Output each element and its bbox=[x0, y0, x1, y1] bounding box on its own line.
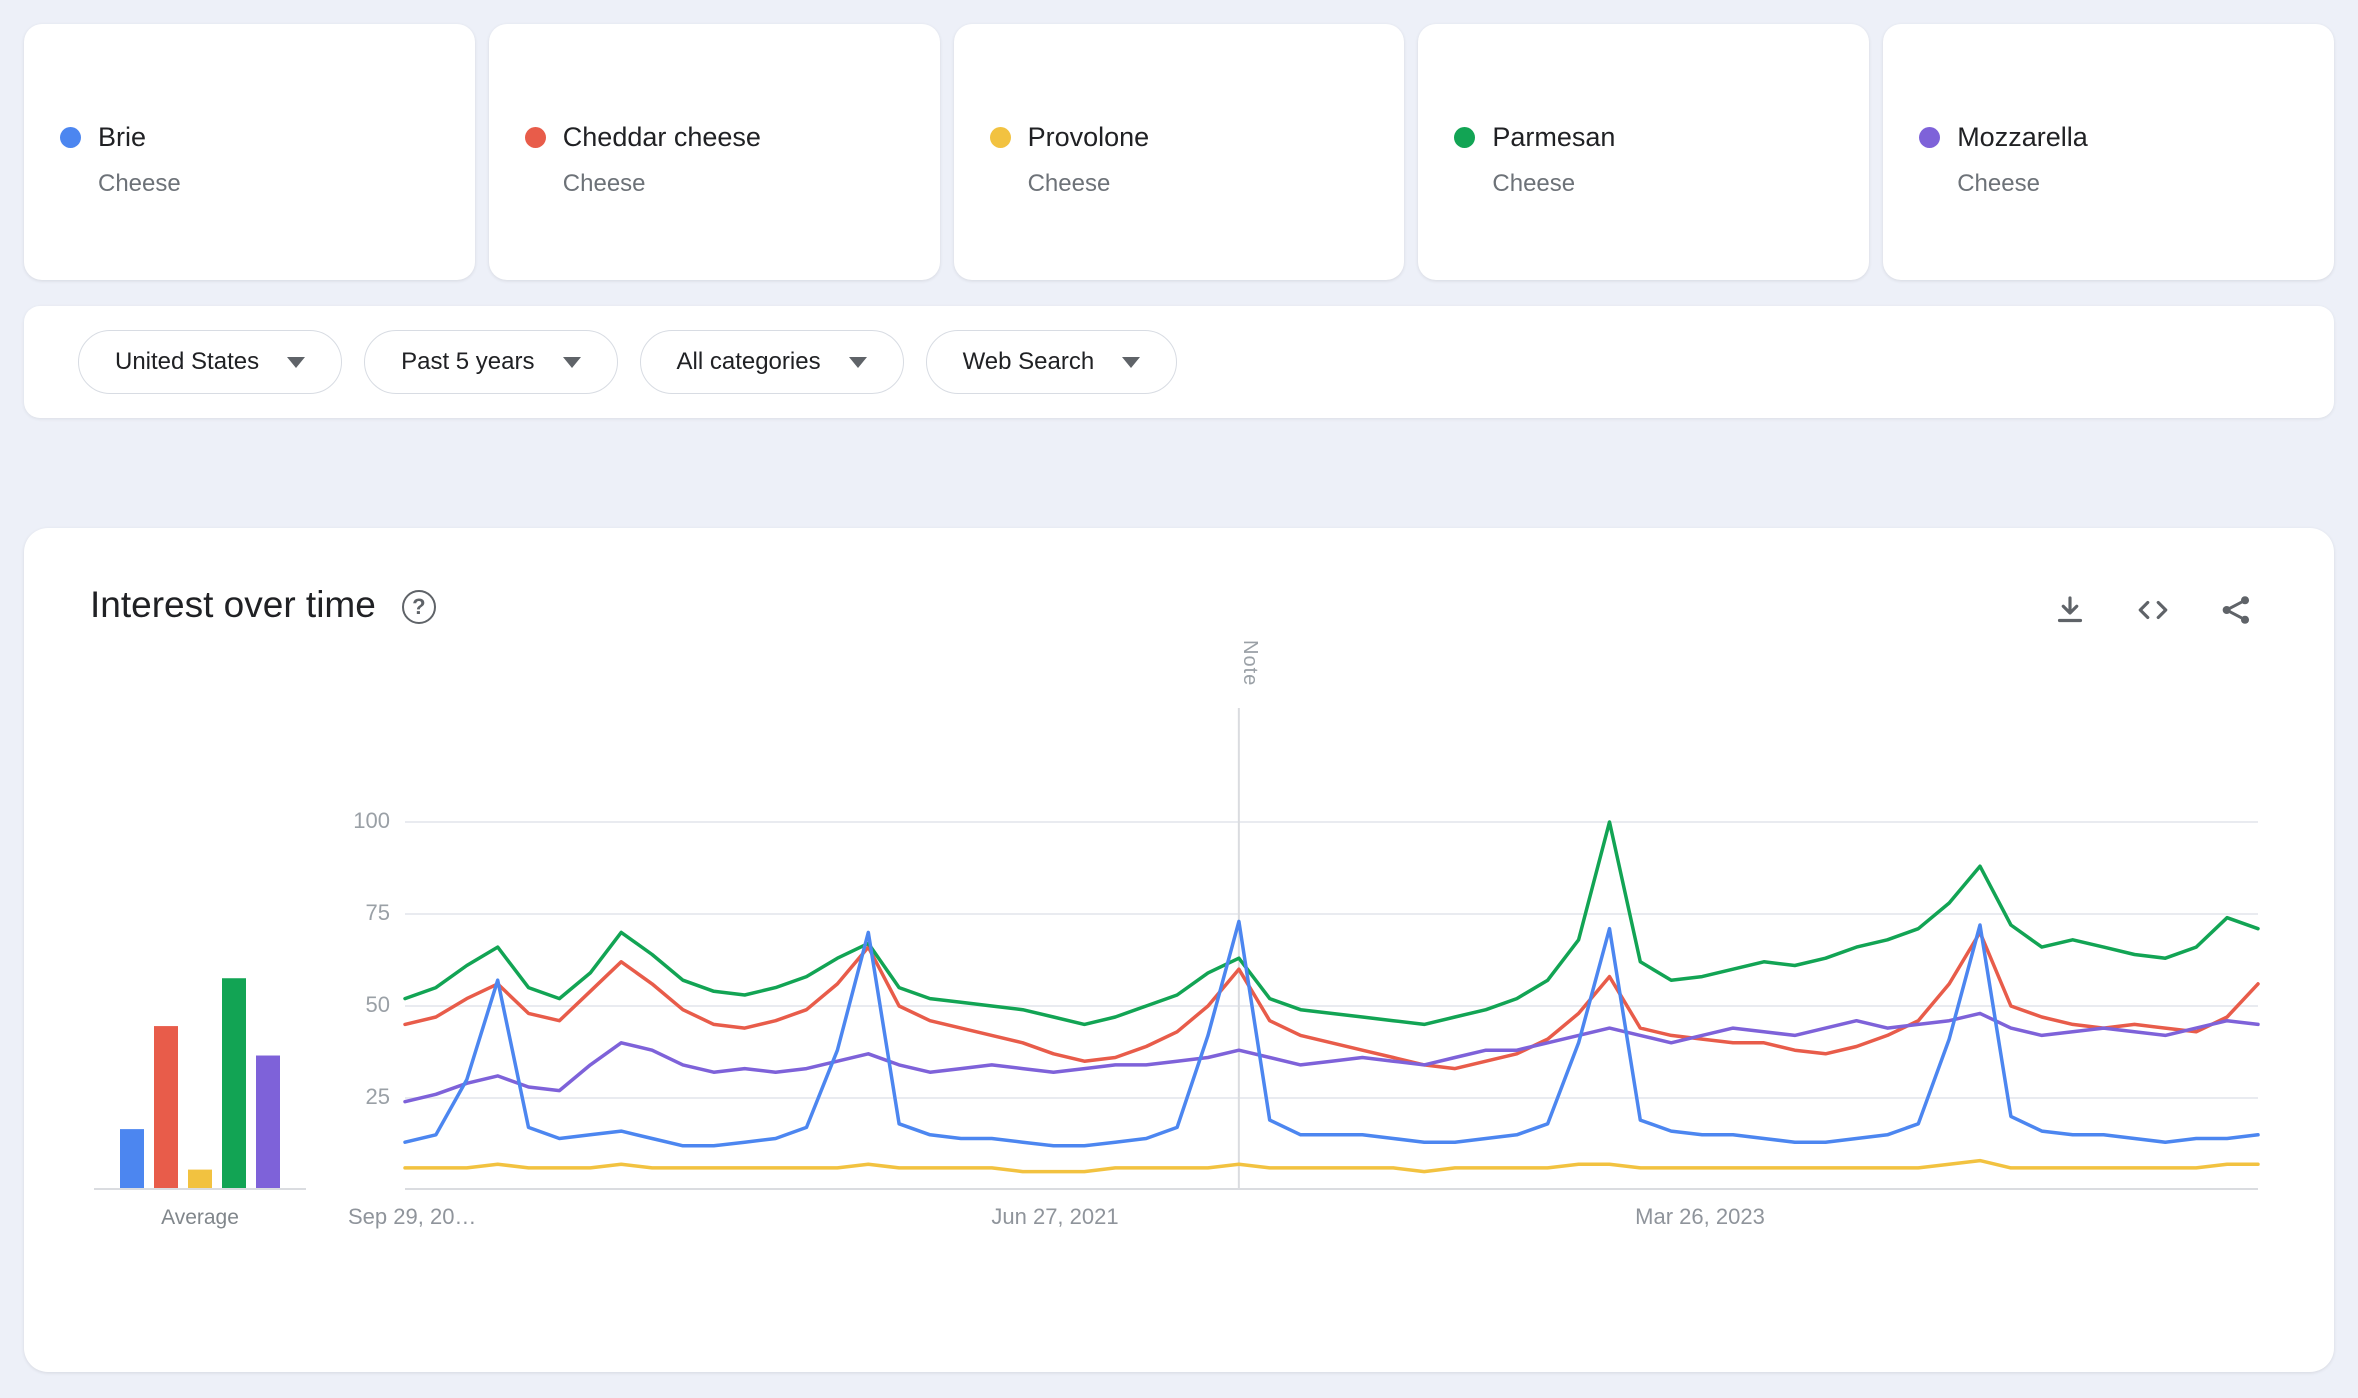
term-subtitle: Cheese bbox=[1492, 170, 1576, 197]
x-tick-label: Sep 29, 20… bbox=[348, 1204, 477, 1229]
region-filter-label: United States bbox=[115, 348, 260, 375]
average-bar-chart bbox=[94, 978, 306, 1190]
search-type-filter[interactable]: Web Search bbox=[925, 330, 1178, 394]
term-color-dot bbox=[60, 127, 81, 148]
term-label: Mozzarella bbox=[1957, 122, 2088, 152]
term-color-dot bbox=[1454, 127, 1476, 148]
category-filter-label: All categories bbox=[676, 348, 821, 375]
term-color-dot bbox=[989, 127, 1011, 148]
term-subtitle: Cheese bbox=[1027, 170, 1111, 197]
y-tick-label: 25 bbox=[365, 1084, 390, 1109]
term-card-parmesan[interactable]: Parmesan Cheese bbox=[1418, 24, 1870, 280]
term-label: Provolone bbox=[1027, 122, 1150, 152]
share-icon bbox=[2222, 596, 2250, 624]
term-card-provolone[interactable]: Provolone Cheese bbox=[953, 24, 1405, 280]
category-filter[interactable]: All categories bbox=[639, 330, 904, 394]
search-type-filter-label: Web Search bbox=[962, 348, 1095, 375]
section-title: Interest over time bbox=[90, 584, 376, 625]
chevron-down-icon bbox=[848, 356, 867, 368]
term-cards-row: Brie Cheese Cheddar cheese Cheese Provol… bbox=[24, 24, 2334, 280]
y-axis-labels: 25 50 75 100 bbox=[310, 528, 390, 1228]
term-label: Parmesan bbox=[1492, 122, 1616, 152]
interest-over-time-card: Interest over time ? bbox=[24, 528, 2334, 1372]
term-subtitle: Cheese bbox=[562, 170, 646, 197]
y-tick-label: 100 bbox=[353, 808, 390, 833]
term-card-mozzarella[interactable]: Mozzarella Cheese bbox=[1883, 24, 2334, 280]
note-marker-label: Note bbox=[1239, 640, 1261, 687]
share-button[interactable] bbox=[2218, 592, 2254, 628]
term-label: Brie bbox=[98, 122, 147, 152]
x-tick-label: Mar 26, 2023 bbox=[1635, 1204, 1765, 1229]
download-icon bbox=[2057, 596, 2083, 623]
y-tick-label: 75 bbox=[365, 900, 390, 925]
chart-actions bbox=[2052, 592, 2254, 628]
line-chart[interactable] bbox=[403, 708, 2260, 1190]
term-color-dot bbox=[1919, 127, 1941, 148]
time-range-filter[interactable]: Past 5 years bbox=[364, 330, 618, 394]
chart-header: Interest over time ? bbox=[90, 584, 436, 626]
filter-bar: United States Past 5 years All categorie… bbox=[24, 306, 2334, 418]
embed-button[interactable] bbox=[2134, 592, 2172, 628]
region-filter[interactable]: United States bbox=[78, 330, 343, 394]
term-subtitle: Cheese bbox=[98, 170, 181, 197]
term-color-dot bbox=[524, 127, 546, 148]
help-icon[interactable]: ? bbox=[401, 590, 436, 624]
chevron-down-icon bbox=[562, 356, 581, 368]
download-button[interactable] bbox=[2052, 592, 2088, 628]
x-tick-label: Jun 27, 2021 bbox=[991, 1204, 1119, 1229]
code-icon bbox=[2138, 600, 2168, 620]
chevron-down-icon bbox=[287, 356, 306, 368]
y-tick-label: 50 bbox=[365, 992, 390, 1017]
term-subtitle: Cheese bbox=[1957, 170, 2040, 197]
term-card-cheddar-cheese[interactable]: Cheddar cheese Cheese bbox=[488, 24, 940, 280]
term-label: Cheddar cheese bbox=[562, 122, 761, 152]
average-label: Average bbox=[161, 1206, 239, 1229]
term-card-brie[interactable]: Brie Cheese bbox=[24, 24, 475, 280]
chevron-down-icon bbox=[1122, 356, 1141, 368]
time-range-filter-label: Past 5 years bbox=[401, 348, 535, 375]
